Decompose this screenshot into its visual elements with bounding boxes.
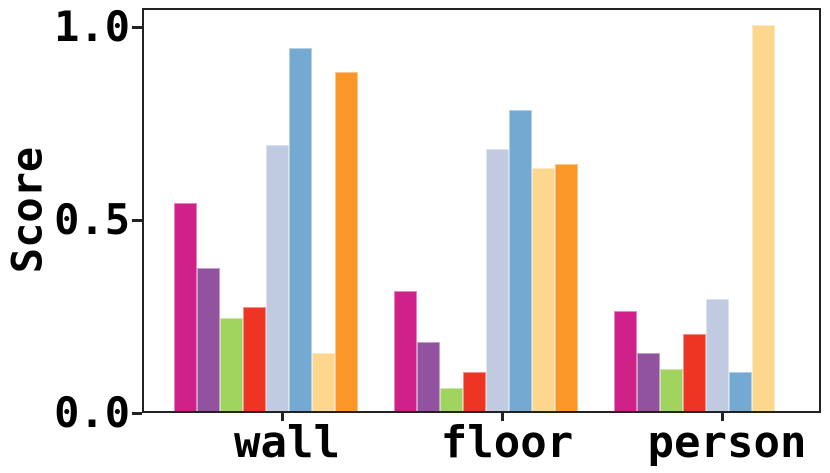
bar-floor-lavender-series [486, 149, 509, 411]
y-tick-label-1.0: 1.0 [54, 2, 130, 52]
bar-person-lavender-series [706, 299, 729, 411]
bar-floor-magenta-series [394, 291, 417, 411]
y-tick-label-0.5: 0.5 [54, 195, 130, 245]
y-tick-mark-0.5 [132, 218, 142, 222]
x-tick-mark-wall [280, 413, 284, 421]
bar-wall-purple-series [197, 268, 220, 411]
y-tick-mark-1.0 [132, 25, 142, 29]
y-tick-label-0.0: 0.0 [54, 388, 130, 437]
bar-person-red-series [683, 334, 706, 411]
bar-floor-steelblue-series [509, 110, 532, 411]
bar-wall-orange-series [335, 72, 358, 411]
bar-wall-green-series [220, 318, 243, 411]
plot-area [142, 8, 821, 413]
x-tick-mark-person [720, 413, 724, 421]
bar-floor-orange-series [555, 164, 578, 411]
bar-person-steelblue-series [729, 372, 752, 411]
bar-person-paleyellow-series [752, 25, 775, 411]
bar-floor-green-series [440, 388, 463, 411]
bar-person-green-series [660, 369, 683, 411]
bar-wall-steelblue-series [289, 48, 312, 411]
bar-wall-red-series [243, 307, 266, 411]
bar-person-purple-series [637, 353, 660, 411]
y-tick-mark-0.0 [132, 411, 142, 415]
bar-wall-lavender-series [266, 145, 289, 411]
x-tick-label-wall: wall [234, 417, 340, 468]
bar-person-magenta-series [614, 311, 637, 411]
bar-floor-purple-series [417, 342, 440, 411]
bar-wall-paleyellow-series [312, 353, 335, 411]
bar-wall-magenta-series [174, 203, 197, 411]
x-tick-label-floor: floor [440, 417, 574, 468]
bar-floor-red-series [463, 372, 486, 411]
x-tick-mark-floor [500, 413, 504, 421]
bar-floor-paleyellow-series [532, 168, 555, 411]
x-tick-label-person: person [647, 417, 807, 468]
